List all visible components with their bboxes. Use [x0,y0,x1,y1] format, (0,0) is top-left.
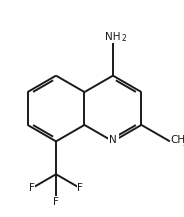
Text: 2: 2 [121,34,126,43]
Text: N: N [109,135,117,145]
Text: NH: NH [105,32,120,42]
Text: CH: CH [171,135,184,145]
Text: F: F [77,183,83,193]
Text: F: F [29,183,35,193]
Text: 3: 3 [183,139,184,148]
Text: F: F [53,197,59,207]
